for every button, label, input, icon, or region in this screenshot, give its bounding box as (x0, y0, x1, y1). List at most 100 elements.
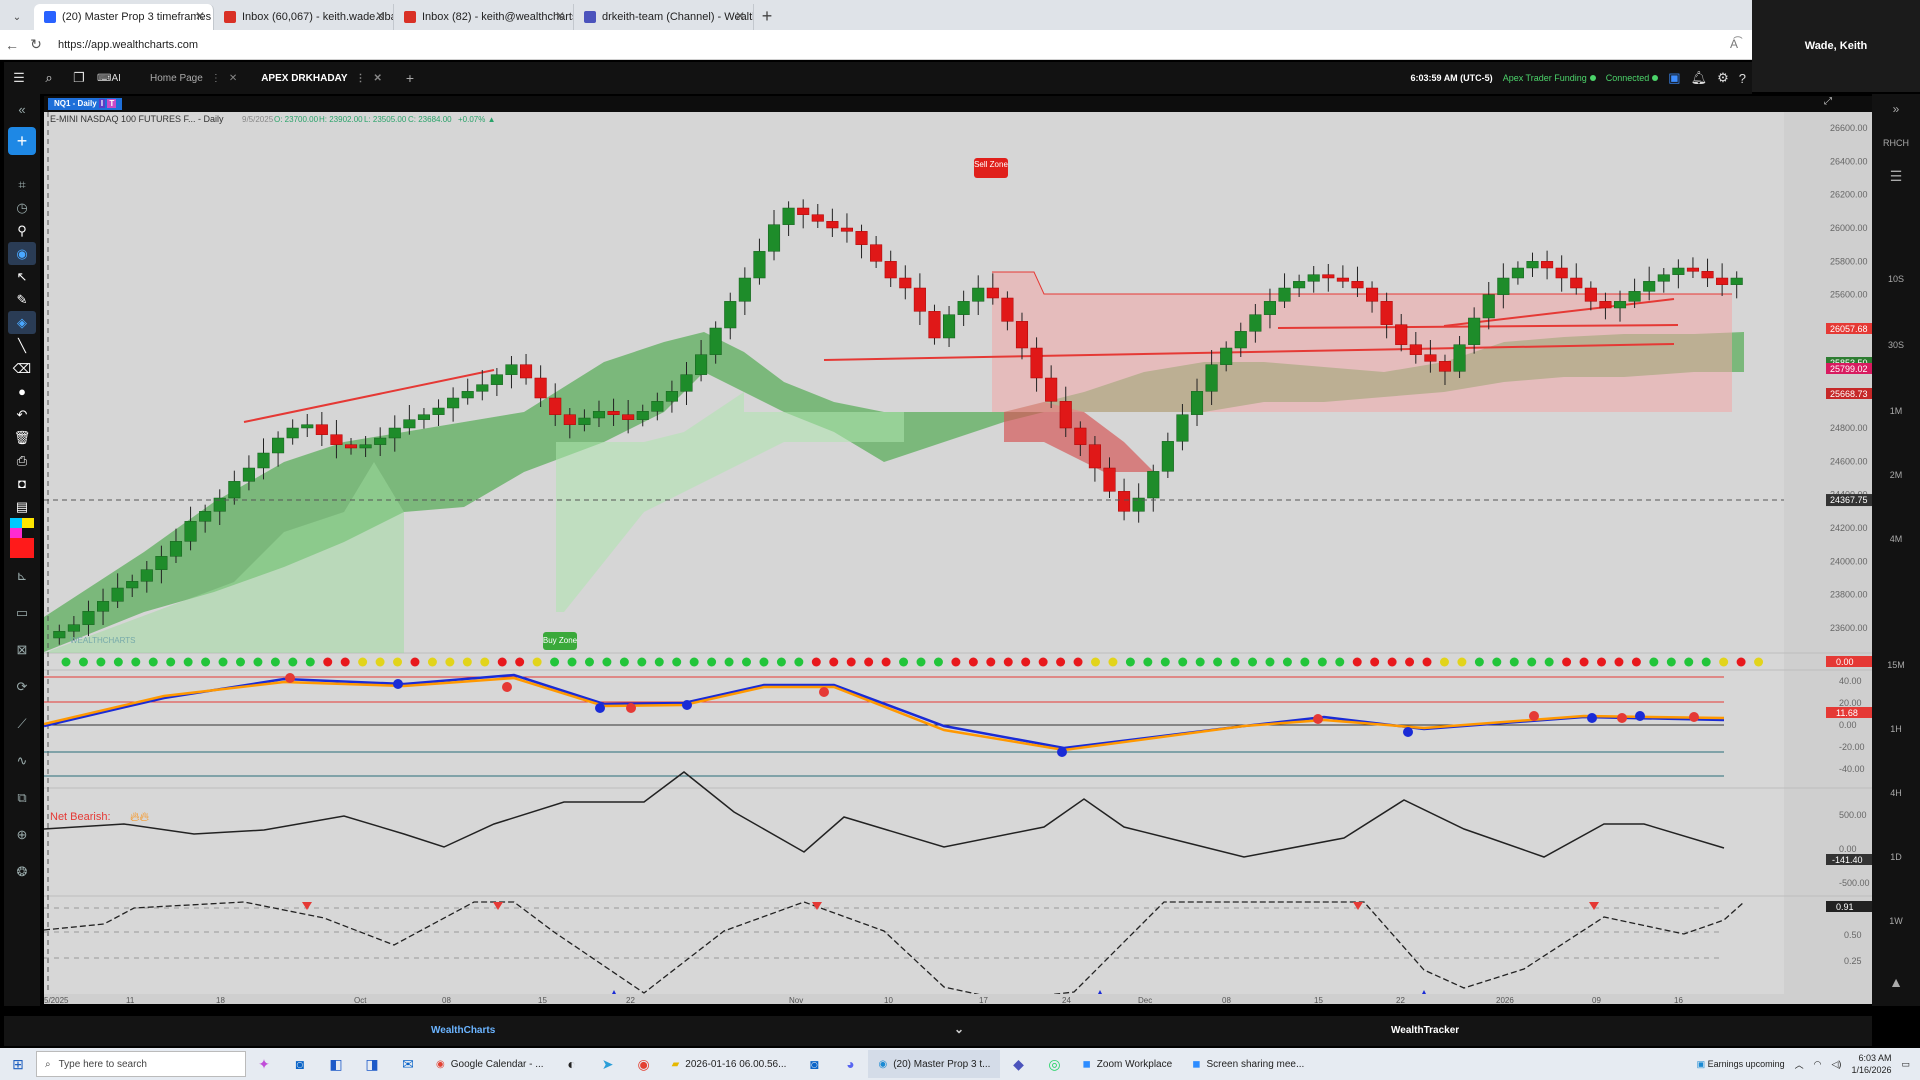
save-icon[interactable]: ▣ (1668, 70, 1681, 85)
close-tab-icon[interactable]: ✕ (734, 9, 745, 23)
shapes-icon[interactable]: ▲ (1889, 974, 1903, 990)
active-color-swatch[interactable] (10, 538, 34, 558)
measure-icon[interactable]: ⊾ (16, 567, 28, 583)
eraser-icon[interactable]: ⌫ (12, 360, 32, 376)
close-tab-icon[interactable]: ✕ (554, 9, 565, 23)
taskbar-app-zoom-share[interactable]: ◼ Screen sharing mee... (1182, 1050, 1314, 1078)
timeframe-15m[interactable]: 15M (1887, 660, 1905, 670)
history-icon[interactable]: ◷ (16, 199, 28, 215)
taskbar-search[interactable]: ⌕ Type here to search (36, 1051, 246, 1077)
volume-icon[interactable]: ◁) (1831, 1058, 1842, 1069)
tray-chevron-icon[interactable]: ︿ (1794, 1059, 1804, 1070)
tab-home-page[interactable]: Home Page ⋮ ✕ (138, 62, 249, 94)
app-icon[interactable]: ◧ (329, 1055, 343, 1072)
chrome-icon[interactable]: ◉ (637, 1055, 650, 1072)
brush-icon[interactable]: ✎ (16, 291, 28, 307)
symbol-tag[interactable]: NQ1 - Daily I T (48, 98, 123, 110)
color-swatch[interactable] (22, 528, 34, 538)
fullscreen-icon[interactable]: ⤢ (1824, 96, 1832, 107)
reload-icon[interactable]: ↻ (30, 36, 42, 52)
taskbar-app-edge[interactable]: ◉ (20) Master Prop 3 t... (868, 1050, 1001, 1078)
outlook-icon[interactable]: ◙ (810, 1056, 819, 1072)
outlook-icon[interactable]: ◙ (295, 1056, 305, 1072)
broker-status[interactable]: Apex Trader Funding (1503, 73, 1596, 83)
undo-icon[interactable]: ↶ (16, 406, 28, 422)
gear-icon[interactable]: ⚙ (1717, 70, 1729, 85)
timeframe-1h[interactable]: 1H (1890, 724, 1902, 734)
close-tab-icon[interactable]: ✕ (228, 72, 238, 84)
browser-tab-1[interactable]: Inbox (60,067) - keith.wade.dba@ ✕ (214, 4, 394, 30)
wealthtracker-link[interactable]: WealthTracker (1391, 1025, 1460, 1036)
outlook-icon[interactable]: ✉ (402, 1055, 414, 1072)
pin-icon[interactable]: ⚲ (17, 222, 27, 238)
timeframe-4m[interactable]: 4M (1889, 534, 1903, 544)
reader-mode-icon[interactable]: A͡ (1729, 37, 1738, 51)
timeframe-1m[interactable]: 1M (1889, 406, 1903, 416)
trend-icon[interactable]: ⟋ (17, 715, 27, 731)
menu-icon[interactable]: ☰ (13, 70, 25, 85)
cursor-icon[interactable]: ↖ (16, 268, 28, 284)
timeframe-1w[interactable]: 1W (1889, 916, 1903, 926)
teams-icon[interactable]: ◆ (1013, 1055, 1024, 1072)
taskbar-app-file[interactable]: ▰ 2026-01-16 06.00.56... (662, 1050, 797, 1078)
app-icon[interactable]: ◐ (567, 1056, 576, 1072)
network-icon[interactable]: ◠ (1813, 1058, 1822, 1069)
timeframe-1d[interactable]: 1D (1890, 852, 1902, 862)
telegram-icon[interactable]: ➤ (601, 1055, 614, 1072)
discord-icon[interactable]: ◕ (846, 1056, 855, 1072)
bell-icon[interactable]: 🔔︎ (1690, 70, 1708, 85)
rhch-label[interactable]: RHCH (1883, 138, 1909, 148)
tab-search-icon[interactable]: ⌄ (12, 12, 22, 23)
timeframe-30s[interactable]: 30S (1887, 340, 1904, 350)
news-icon[interactable]: ⊠ (16, 641, 28, 657)
close-tab-icon[interactable]: ✕ (194, 9, 205, 23)
browser-tab-2[interactable]: Inbox (82) - keith@wealthcharts.c ✕ (394, 4, 574, 30)
add-tab-button[interactable]: + (405, 70, 415, 86)
browser-tab-0[interactable]: (20) Master Prop 3 timeframes - W✕ (34, 4, 214, 30)
windows-start-icon[interactable]: ⊞ (12, 1055, 24, 1072)
timeframe-4h[interactable]: 4H (1890, 788, 1902, 798)
close-tab-icon[interactable]: ✕ (373, 72, 382, 84)
color-swatch[interactable] (22, 518, 34, 528)
url-field[interactable]: https://app.wealthcharts.com (58, 38, 199, 51)
tab-menu-icon[interactable]: ⋮ (210, 72, 221, 84)
tab-menu-icon[interactable]: ⋮ (355, 72, 366, 84)
fill-icon[interactable]: ◈ (8, 311, 36, 334)
color-swatch[interactable] (10, 518, 22, 528)
copilot-icon[interactable]: ✦ (258, 1055, 270, 1072)
browser-tab-3[interactable]: drkeith-team (Channel) - WealthC ✕ (574, 4, 754, 30)
clipboard-icon[interactable]: ▤ (15, 498, 29, 514)
list-icon[interactable]: ☰ (1889, 168, 1903, 184)
eye-icon[interactable]: ◉ (8, 242, 36, 265)
weather-widget[interactable]: ▣ Earnings upcoming (1697, 1059, 1785, 1070)
wealthcharts-link[interactable]: WealthCharts (431, 1025, 496, 1036)
color-swatch[interactable] (10, 528, 22, 538)
new-tab-button[interactable]: + (761, 6, 773, 26)
app-icon[interactable]: ◨ (365, 1055, 379, 1072)
timeframe-10s[interactable]: 10S (1887, 274, 1904, 284)
refresh-icon[interactable]: ⟳ (16, 678, 28, 694)
screen-icon[interactable]: ▭ (15, 604, 29, 620)
taskbar-clock[interactable]: 6:03 AM 1/16/2026 (1851, 1052, 1891, 1076)
notifications-icon[interactable]: ▭ (1901, 1058, 1910, 1069)
collapse-footer-icon[interactable]: ⌄ (954, 1022, 965, 1036)
target-icon[interactable]: ⊕ (16, 826, 28, 842)
color-palette[interactable] (10, 518, 34, 558)
chart-type-icon[interactable]: ⌗ (18, 176, 26, 192)
collapse-icon[interactable]: « (18, 102, 26, 117)
signal-icon[interactable]: ∿ (16, 752, 28, 768)
line-tool-icon[interactable]: ╲ (18, 337, 26, 353)
help-icon[interactable]: ? (1738, 70, 1746, 86)
search-icon[interactable]: ⌕ (45, 70, 53, 85)
trash-icon[interactable]: 🗑︎ (13, 429, 31, 445)
ai-icon[interactable]: ⌨AI (97, 72, 121, 84)
timeframe-2m[interactable]: 2M (1889, 470, 1903, 480)
chart-area[interactable]: 26600.00 26400.00 26200.00 26000.00 25800.00… (44, 112, 1872, 1004)
copy-icon[interactable]: ⧉ (17, 789, 27, 805)
taskbar-app-chrome-calendar[interactable]: ◉ Google Calendar - ... (426, 1050, 554, 1078)
network-icon[interactable]: ❂ (16, 863, 28, 879)
tab-apex-drkhaday[interactable]: APEX DRKHADAY ⋮ ✕ (249, 62, 394, 94)
layouts-icon[interactable]: ❐ (73, 70, 85, 85)
taskbar-app-zoom[interactable]: ◼ Zoom Workplace (1072, 1050, 1182, 1078)
expand-icon[interactable]: » (1892, 102, 1900, 116)
